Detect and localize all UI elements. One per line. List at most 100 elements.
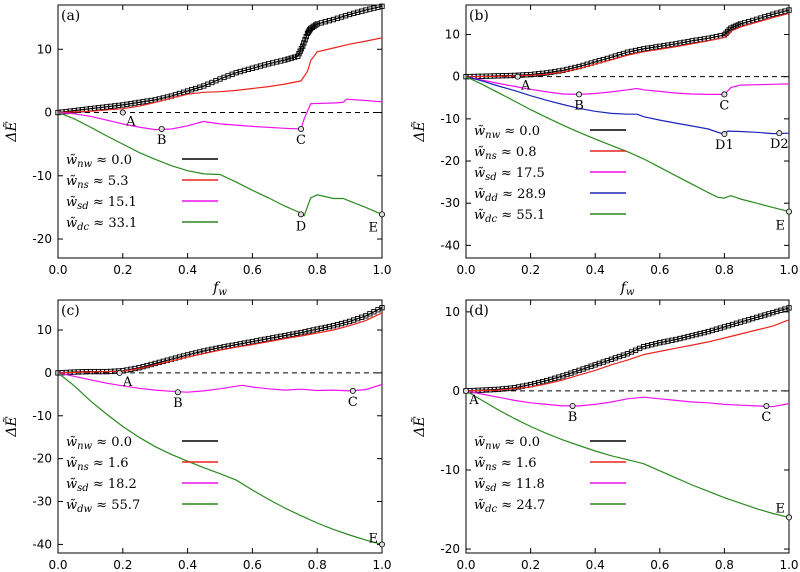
series-marker — [301, 40, 307, 46]
series-marker — [379, 305, 385, 311]
series-line-1 — [465, 319, 790, 392]
series-line-1 — [465, 12, 790, 78]
series-line-3 — [465, 76, 790, 136]
legend-label-2: w̃sd ≈ 11.8 — [474, 477, 545, 494]
series-line-0 — [465, 307, 790, 392]
point-marker-C — [349, 387, 356, 394]
y-tick-label: -10 — [32, 409, 52, 423]
point-label-A: A — [125, 115, 136, 130]
x-tick-label: 0.0 — [48, 558, 67, 572]
point-label-B: B — [574, 98, 584, 113]
series-line-2 — [57, 372, 383, 393]
point-marker-B — [158, 125, 165, 132]
series-line-4 — [465, 76, 790, 213]
series-line-3 — [57, 372, 383, 545]
plot-frame — [57, 4, 383, 259]
x-tick-label: 0.0 — [456, 263, 475, 277]
point-marker-A — [462, 387, 469, 394]
point-label-A: A — [122, 375, 133, 390]
x-axis-label: fw — [620, 280, 635, 298]
point-label-C: C — [348, 395, 358, 410]
panel-label: (b) — [469, 8, 489, 24]
point-marker-A — [119, 109, 126, 116]
legend-label-1: w̃ns ≈ 0.8 — [474, 145, 537, 162]
x-tick-label: 1.0 — [372, 263, 391, 277]
series-line-2 — [57, 98, 383, 131]
x-tick-label: 1.0 — [372, 558, 391, 572]
point-marker-E — [786, 208, 793, 215]
series-marker — [786, 7, 792, 13]
x-tick-label: 0.4 — [586, 263, 605, 277]
y-tick-label: -10 — [440, 112, 460, 126]
x-tick-label: 0.4 — [586, 558, 605, 572]
y-axis-label: ΔẼ — [410, 121, 428, 142]
point-marker-C — [721, 91, 728, 98]
legend-label-4: w̃dc ≈ 55.1 — [474, 208, 545, 225]
y-tick-label: -20 — [440, 542, 460, 556]
point-label-E: E — [369, 220, 379, 235]
series-marker — [288, 55, 294, 61]
panel-label: (a) — [61, 8, 80, 24]
y-tick-label: -30 — [440, 196, 460, 210]
point-marker-E — [786, 514, 793, 521]
y-tick-label: 0 — [452, 384, 460, 398]
panel-d: 0.00.20.40.60.81.0100-10-20fwΔẼ(d)ABCEw̃… — [410, 299, 799, 572]
legend-label-0: w̃nw ≈ 0.0 — [474, 124, 540, 141]
y-tick-label: -30 — [32, 495, 52, 509]
point-marker-C — [763, 402, 770, 409]
legend-label-0: w̃nw ≈ 0.0 — [66, 153, 132, 170]
x-tick-label: 1.0 — [779, 263, 798, 277]
point-marker-D — [297, 211, 304, 218]
point-marker-D2 — [776, 130, 783, 137]
y-tick-label: 10 — [37, 323, 52, 337]
x-tick-label: 0.2 — [113, 558, 132, 572]
plot-frame — [465, 299, 790, 554]
point-marker-E — [378, 211, 385, 218]
y-axis-label: ΔẼ — [2, 416, 20, 437]
x-axis-label: fw — [212, 280, 227, 298]
y-tick-label: 0 — [452, 70, 460, 84]
series-marker — [282, 57, 288, 63]
y-axis-label: ΔẼ — [2, 121, 20, 142]
point-marker-E — [378, 541, 385, 548]
point-label-C: C — [719, 98, 729, 113]
point-label-E: E — [776, 501, 786, 516]
legend-label-1: w̃ns ≈ 1.6 — [474, 456, 537, 473]
x-tick-label: 0.6 — [650, 263, 669, 277]
x-tick-label: 0.6 — [650, 558, 669, 572]
point-label-A: A — [520, 79, 531, 94]
legend-label-3: w̃dd ≈ 28.9 — [474, 187, 546, 204]
x-tick-label: 0.8 — [308, 263, 327, 277]
legend-label-2: w̃sd ≈ 18.2 — [66, 477, 137, 494]
plot-frame — [465, 4, 790, 259]
y-tick-label: 0 — [44, 366, 52, 380]
series-line-1 — [57, 312, 383, 374]
x-tick-label: 0.4 — [178, 558, 197, 572]
panel-c: 0.00.20.40.60.81.0100-10-20-30-40fwΔẼ(c)… — [2, 299, 392, 572]
x-tick-label: 0.8 — [715, 263, 734, 277]
y-tick-label: -40 — [440, 238, 460, 252]
point-label-D2: D2 — [770, 137, 789, 152]
x-tick-label: 0.2 — [521, 263, 540, 277]
point-label-E: E — [369, 531, 379, 546]
y-tick-label: -10 — [32, 169, 52, 183]
legend-label-0: w̃nw ≈ 0.0 — [474, 435, 540, 452]
series-marker — [291, 54, 298, 60]
x-tick-label: 0.4 — [178, 263, 197, 277]
y-axis-label: ΔẼ — [410, 416, 428, 437]
series-marker — [299, 43, 306, 49]
point-label-C: C — [296, 133, 306, 148]
x-tick-label: 0.6 — [243, 558, 262, 572]
legend-label-3: w̃dw ≈ 55.7 — [66, 498, 140, 515]
series-marker — [312, 22, 319, 28]
y-tick-label: -10 — [440, 463, 460, 477]
legend-label-1: w̃ns ≈ 5.3 — [66, 174, 129, 191]
point-marker-B — [576, 91, 583, 98]
series-line-2 — [465, 390, 790, 408]
point-label-E: E — [776, 219, 786, 234]
panel-a: 0.0 0.2 0.4 0.6 0.8 1.0 10 0 -10 -20 fw ΔẼ (a) A B C D Ew… — [2, 3, 392, 298]
x-tick-label: 0.6 — [243, 263, 262, 277]
series-line-0 — [57, 5, 383, 114]
point-marker-C — [297, 125, 304, 132]
x-tick-label: 1.0 — [779, 558, 798, 572]
